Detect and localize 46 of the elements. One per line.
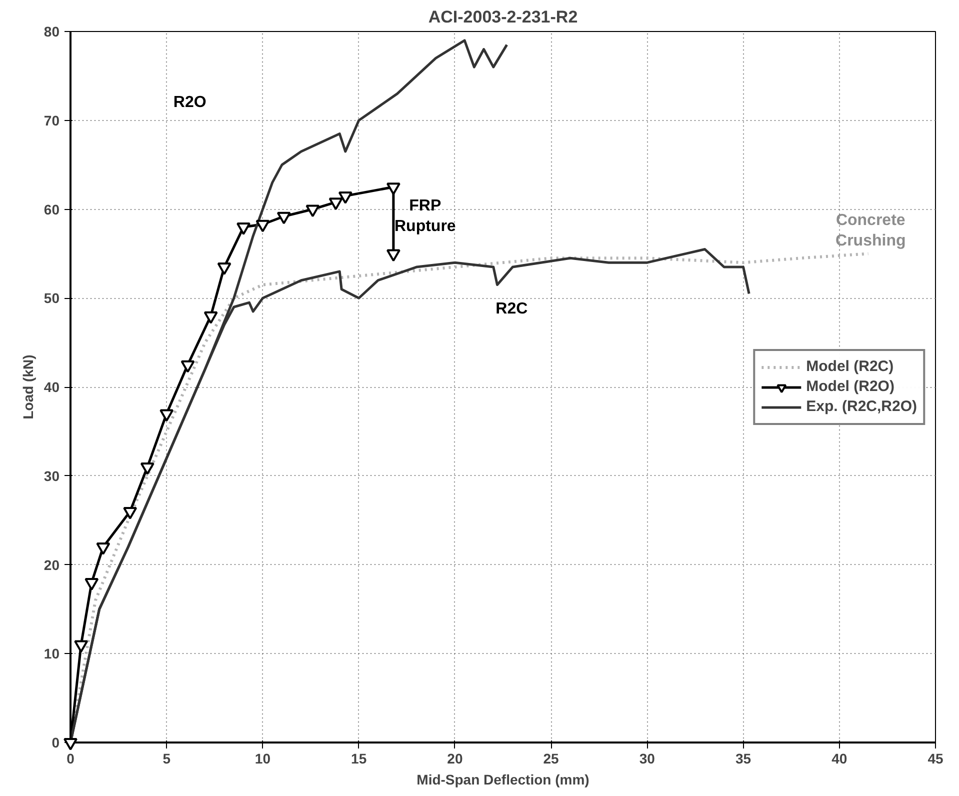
point — [328, 198, 343, 210]
point — [236, 222, 250, 235]
point — [74, 640, 88, 653]
annotation: R2C — [496, 300, 528, 318]
x-tick-label: 5 — [162, 750, 171, 766]
point — [160, 409, 174, 422]
point — [180, 360, 195, 373]
y-tick-label: 0 — [52, 734, 60, 750]
legend-label: Exp. (R2C,R2O) — [806, 398, 917, 415]
x-tick-label: 40 — [832, 750, 848, 766]
y-tick-label: 40 — [44, 379, 60, 395]
x-tick-label: 20 — [447, 750, 463, 766]
point — [386, 182, 400, 195]
point — [217, 262, 232, 275]
x-tick-label: 30 — [639, 750, 656, 766]
point — [123, 506, 138, 520]
legend-label: Model (R2O) — [806, 378, 894, 395]
legend-label: Model (R2C) — [806, 358, 894, 375]
point — [204, 311, 218, 324]
x-tick-label: 10 — [254, 750, 271, 766]
x-tick-label: 35 — [735, 750, 752, 766]
point — [386, 249, 400, 262]
annotation: Concrete Crushing — [836, 212, 906, 250]
chart-title: ACI-2003-2-231-R2 — [428, 8, 578, 26]
point — [256, 220, 270, 232]
point — [140, 462, 154, 475]
x-tick-label: 15 — [351, 750, 367, 766]
point — [338, 191, 352, 204]
annotation: FRP Rupture — [394, 198, 456, 236]
point — [306, 204, 320, 218]
y-axis-title: Load (kN) — [20, 354, 36, 420]
x-axis-title: Mid-Span Deflection (mm) — [416, 772, 590, 788]
y-tick-label: 20 — [44, 556, 60, 573]
annotation: R2O — [173, 94, 206, 112]
y-tick-label: 30 — [44, 468, 60, 484]
point — [96, 542, 110, 555]
x-tick-label: 0 — [66, 750, 75, 766]
x-tick-label: 45 — [928, 750, 944, 766]
y-tick-label: 60 — [44, 201, 60, 218]
y-tick-label: 10 — [44, 646, 60, 662]
x-tick-label: 25 — [543, 750, 560, 766]
y-tick-label: 70 — [44, 112, 60, 128]
y-tick-label: 50 — [44, 290, 60, 306]
y-tick-label: 80 — [44, 24, 60, 40]
point — [84, 578, 99, 590]
point — [276, 212, 291, 224]
